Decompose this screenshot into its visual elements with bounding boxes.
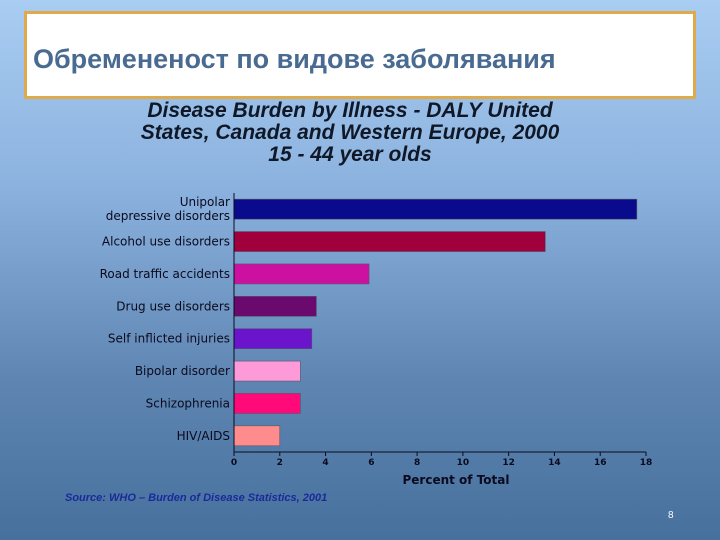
bar (233, 231, 546, 252)
page-number: 8 (668, 510, 674, 521)
bar (233, 393, 301, 414)
title-box: Обремененост по видове заболявания (24, 11, 696, 99)
source-note: Source: WHO – Burden of Disease Statisti… (65, 492, 328, 504)
slide-title: Обремененост по видове заболявания (33, 44, 556, 74)
x-tick-label: 8 (414, 458, 420, 468)
x-tick-label: 6 (368, 458, 374, 468)
x-tick-label: 14 (548, 458, 561, 468)
chart-title-line-1: Disease Burden by Illness - DALY United (147, 99, 553, 122)
x-tick-label: 18 (640, 458, 653, 468)
chart-title-line-3: 15 - 44 year olds (268, 143, 432, 166)
category-label: Schizophrenia (146, 396, 230, 410)
bar (233, 360, 301, 382)
bar (233, 263, 370, 285)
chart-title: Disease Burden by Illness - DALY United … (40, 100, 660, 166)
category-label: Alcohol use disorders (102, 235, 230, 249)
x-tick-label: 12 (502, 458, 515, 468)
category-label: Bipolar disorder (135, 364, 230, 378)
bar (233, 296, 317, 317)
category-label: Drug use disorders (116, 299, 230, 313)
bar (233, 328, 313, 349)
category-label: Self inflicted injuries (108, 332, 230, 346)
bar (233, 425, 281, 447)
x-axis-title: Percent of Total (403, 473, 510, 487)
x-tick-label: 10 (457, 458, 470, 468)
chart-title-line-2: States, Canada and Western Europe, 2000 (140, 121, 560, 144)
x-tick-label: 2 (277, 458, 283, 468)
bar (233, 198, 638, 220)
x-tick-label: 16 (594, 458, 607, 468)
x-tick-label: 4 (322, 458, 328, 468)
x-tick-label: 0 (231, 458, 237, 468)
category-label: Road traffic accidents (100, 267, 230, 281)
category-label: Unipolar depressive disorders (106, 195, 230, 223)
category-label: HIV/AIDS (177, 429, 230, 443)
